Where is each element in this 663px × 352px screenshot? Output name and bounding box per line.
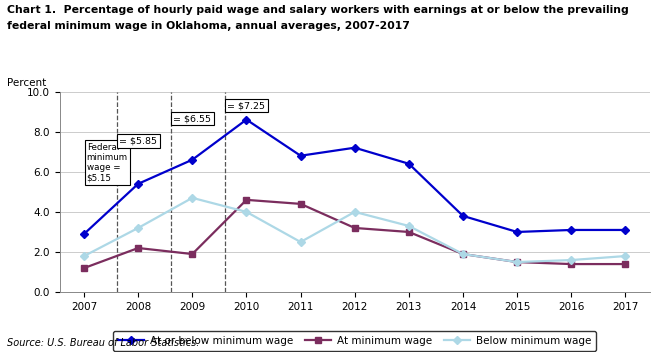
Text: = $7.25: = $7.25 — [227, 101, 265, 110]
Text: federal minimum wage in Oklahoma, annual averages, 2007-2017: federal minimum wage in Oklahoma, annual… — [7, 21, 410, 31]
Text: Source: U.S. Bureau of Labor Statistics.: Source: U.S. Bureau of Labor Statistics. — [7, 339, 199, 348]
Text: = $5.85: = $5.85 — [119, 136, 157, 145]
Text: Federal
minimum
wage =
$5.15: Federal minimum wage = $5.15 — [87, 143, 128, 183]
Text: Percent: Percent — [7, 77, 46, 88]
Legend: At or below minimum wage, At minimum wage, Below minimum wage: At or below minimum wage, At minimum wag… — [113, 331, 596, 351]
Text: = $6.55: = $6.55 — [173, 114, 211, 123]
Text: Chart 1.  Percentage of hourly paid wage and salary workers with earnings at or : Chart 1. Percentage of hourly paid wage … — [7, 5, 629, 15]
